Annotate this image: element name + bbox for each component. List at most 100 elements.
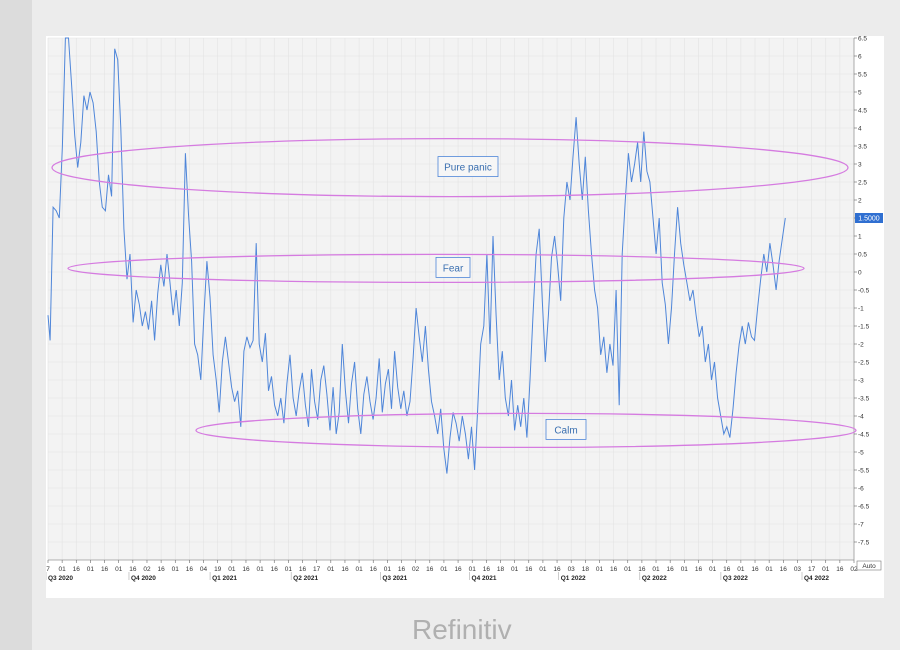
y-tick-label: -1.5 [858,323,870,330]
line-chart: 6.565.554.543.532.521.510.50-0.5-1-1.5-2… [46,36,883,582]
y-tick-label: 3.5 [858,143,867,150]
annotation-box [437,156,499,177]
x-tick-label: 01 [624,566,632,573]
quarter-label: Q1 2022 [561,575,586,582]
last-value-label: 1.5000 [858,216,880,223]
x-tick-label: 16 [370,566,378,573]
annotation-label: Calm [554,425,577,436]
y-tick-label: 6 [858,53,862,60]
x-tick-label: 16 [780,566,788,573]
y-tick-label: -5.5 [858,467,870,474]
x-tick-label: 7 [46,566,50,573]
x-tick-label: 16 [454,566,462,573]
auto-scale-button[interactable] [856,560,882,571]
x-tick-label: 16 [610,566,618,573]
y-tick-label: 4 [858,125,862,132]
y-tick-label: -7 [858,521,864,528]
x-tick-label: 16 [553,566,561,573]
quarter-label: Q1 2021 [212,575,237,582]
x-tick-label: 16 [525,566,533,573]
y-axis: 6.565.554.543.532.521.510.50-0.5-1-1.5-2… [853,36,870,560]
plot-area [48,38,854,560]
x-tick-label: 16 [836,566,844,573]
y-tick-label: 3 [858,161,862,168]
x-tick-label: 03 [568,566,576,573]
annotation-ellipse [195,412,857,449]
x-tick-label: 01 [355,566,363,573]
series-line [47,37,786,474]
y-tick-label: 4.5 [858,107,867,114]
annotation-box [435,256,471,278]
y-tick-label: 6.5 [858,36,867,42]
x-tick-label: 16 [667,566,675,573]
annotation-ellipse [51,137,849,198]
x-tick-label: 16 [129,566,137,573]
auto-scale-label: Auto [862,563,876,570]
x-tick-label: 01 [384,566,392,573]
x-tick-label: 16 [158,566,166,573]
x-tick-label: 01 [285,566,293,573]
y-tick-label: 5.5 [858,71,867,78]
x-tick-label: 16 [723,566,731,573]
x-tick-label: 01 [709,566,717,573]
annotation-labels: Pure panic Fear Calm [435,156,587,440]
y-tick-label: 0 [858,269,862,276]
left-strip [0,0,32,650]
annotation-ellipses [51,137,857,449]
x-tick-label: 16 [73,566,81,573]
x-tick-label: 01 [469,566,477,573]
x-tick-label: 01 [256,566,264,573]
x-tick-label: 01 [172,566,180,573]
x-tick-label: 01 [87,566,95,573]
x-tick-label: 01 [766,566,774,573]
x-tick-label: 16 [242,566,250,573]
x-tick-label: 01 [681,566,689,573]
x-tick-label: 16 [483,566,491,573]
y-tick-label: -3.5 [858,395,870,402]
last-value-marker: 1.5000 [855,213,883,223]
y-tick-label: -6.5 [858,503,870,510]
x-tick-label: 16 [398,566,406,573]
x-tick-label: 16 [299,566,307,573]
x-tick-label: 17 [313,566,321,573]
x-tick-label: 19 [214,566,222,573]
y-tick-label: -1 [858,305,864,312]
x-tick-label: 01 [737,566,745,573]
annotation-ellipse [67,253,805,284]
y-tick-label: -2 [858,341,864,348]
quarter-label: Q3 2021 [382,575,407,582]
x-tick-label: 16 [271,566,279,573]
quarter-label: Q4 2021 [472,575,497,582]
x-tick-label: 18 [582,566,590,573]
quarter-label: Q3 2020 [48,575,73,582]
x-tick-label: 16 [186,566,194,573]
y-tick-label: 2.5 [858,179,867,186]
last-value-badge [855,213,883,223]
x-tick-label: 16 [101,566,109,573]
x-tick-label: 01 [596,566,604,573]
x-tick-label: 02 [412,566,420,573]
x-tick-label: 01 [228,566,236,573]
quarter-label: Q3 2022 [723,575,748,582]
x-tick-label: 17 [808,566,816,573]
quarter-label: Q4 2020 [131,575,156,582]
x-tick-label: 01 [59,566,67,573]
x-tick-label: 01 [440,566,448,573]
x-axis: 7 01 16 01 16 01 16 02 16 01 16 04 19 01 16 01 16 01 16 17 0… [46,559,882,582]
y-tick-label: -4 [858,413,864,420]
x-tick-label: 02 [850,566,858,573]
y-tick-label: 2 [858,197,862,204]
x-tick-label: 16 [695,566,703,573]
x-tick-label: 16 [341,566,349,573]
annotation-label: Fear [443,263,464,274]
y-tick-label: 5 [858,89,862,96]
y-tick-label: -6 [858,485,864,492]
y-tick-label: -5 [858,449,864,456]
chart-grid [47,37,855,561]
quarter-label: Q2 2021 [293,575,318,582]
y-tick-label: 1 [858,233,862,240]
y-tick-label: -7.5 [858,539,870,546]
annotation-box [545,418,587,440]
x-tick-label: 01 [115,566,123,573]
x-tick-label: 01 [327,566,335,573]
